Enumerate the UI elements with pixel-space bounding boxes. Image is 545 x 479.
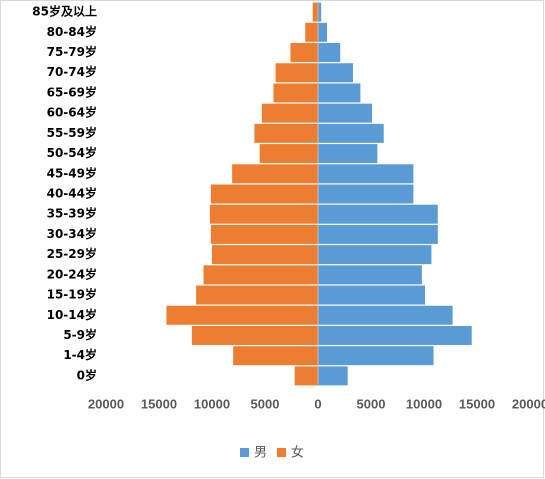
bar: [233, 346, 318, 366]
bar: [209, 204, 318, 224]
x-tick-label: 20000: [88, 396, 124, 411]
x-tick-label: 10000: [406, 396, 442, 411]
bar: [318, 43, 341, 63]
y-tick-label: 15-19岁: [47, 287, 97, 302]
bar: [254, 123, 318, 143]
bar: [196, 285, 318, 305]
bar: [318, 184, 414, 204]
y-tick-label: 45-49岁: [47, 165, 97, 180]
y-tick-label: 75-79岁: [47, 44, 97, 59]
y-tick-label: 85岁及以上: [32, 4, 97, 19]
y-tick-label: 25-29岁: [47, 246, 97, 261]
bar: [312, 2, 318, 22]
bar: [318, 285, 426, 305]
bar: [191, 325, 318, 345]
bar: [210, 184, 318, 204]
x-tick-label: 5000: [357, 396, 386, 411]
x-tick-label: 5000: [251, 396, 280, 411]
bar: [273, 83, 318, 103]
x-tick-label: 15000: [459, 396, 495, 411]
y-tick-label: 30-34岁: [47, 226, 97, 241]
bar: [318, 144, 378, 164]
bar: [212, 245, 318, 265]
bar: [318, 83, 361, 103]
legend-label: 男: [254, 446, 267, 461]
bar: [318, 366, 348, 386]
bar: [318, 103, 373, 123]
bar: [203, 265, 318, 285]
bar: [166, 305, 318, 325]
y-tick-label: 55-59岁: [47, 125, 97, 140]
bar: [318, 305, 453, 325]
bar: [318, 2, 322, 22]
bar: [275, 63, 318, 83]
y-tick-label: 10-14岁: [47, 307, 97, 322]
bar: [259, 144, 318, 164]
y-tick-label: 50-54岁: [47, 145, 97, 160]
bar: [318, 164, 414, 184]
bar: [318, 265, 422, 285]
legend-label: 女: [291, 445, 304, 461]
y-tick-label: 80-84岁: [47, 24, 97, 39]
y-tick-label: 60-64岁: [47, 105, 97, 120]
x-tick-label: 0: [314, 396, 321, 411]
bar: [318, 224, 438, 244]
bar: [261, 103, 318, 123]
bar: [318, 22, 328, 42]
bar: [318, 325, 472, 345]
y-tick-label: 65-69岁: [47, 84, 97, 99]
y-tick-label: 0岁: [77, 367, 97, 382]
legend-swatch: [277, 448, 286, 457]
bar: [290, 43, 318, 63]
bar: [210, 224, 318, 244]
bar: [318, 204, 438, 224]
y-tick-label: 70-74岁: [47, 64, 97, 79]
x-tick-label: 20000: [512, 396, 545, 411]
bar: [294, 366, 318, 386]
y-tick-label: 20-24岁: [47, 266, 97, 281]
legend-swatch: [240, 448, 249, 457]
bar: [318, 123, 384, 143]
x-tick-label: 15000: [141, 396, 177, 411]
bar: [318, 245, 432, 265]
y-tick-label: 40-44岁: [47, 186, 97, 201]
bar: [318, 346, 434, 366]
y-tick-label: 1-4岁: [63, 347, 97, 362]
bar: [305, 22, 318, 42]
y-tick-label: 5-9岁: [63, 327, 97, 342]
x-tick-label: 10000: [194, 396, 230, 411]
bar: [232, 164, 318, 184]
bar: [318, 63, 353, 83]
y-tick-label: 35-39岁: [47, 206, 97, 221]
